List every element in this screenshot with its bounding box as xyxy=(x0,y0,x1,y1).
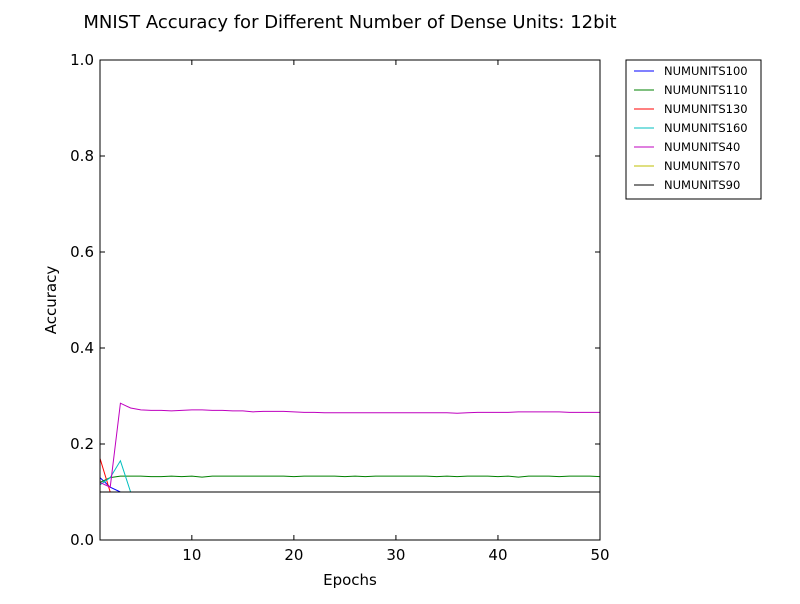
series-line-numunits110 xyxy=(99,475,601,483)
legend: NUMUNITS100 NUMUNITS110 NUMUNITS130 NUMUNIT… xyxy=(625,59,762,200)
y-tick-label: 0.0 xyxy=(70,531,94,549)
legend-box xyxy=(625,59,762,200)
y-tick-label: 0.6 xyxy=(70,243,94,261)
legend-label-numunits70: NUMUNITS70 xyxy=(664,159,740,173)
legend-label-numunits160: NUMUNITS160 xyxy=(664,121,748,135)
chart-title: MNIST Accuracy for Different Number of D… xyxy=(83,12,616,33)
x-tick-label: 20 xyxy=(284,546,303,564)
legend-label-numunits40: NUMUNITS40 xyxy=(664,140,740,154)
series-line-numunits40 xyxy=(99,402,600,488)
x-tick-label: 10 xyxy=(182,546,201,564)
x-tick-label: 50 xyxy=(590,546,609,564)
series-lines xyxy=(99,402,601,493)
x-tick-label: 40 xyxy=(488,546,507,564)
legend-label-numunits110: NUMUNITS110 xyxy=(664,83,748,97)
legend-label-numunits130: NUMUNITS130 xyxy=(664,102,748,116)
x-axis-label: Epochs xyxy=(323,571,377,589)
series-line-numunits130 xyxy=(99,458,600,493)
series-line-numunits100 xyxy=(99,477,600,493)
x-tick-label: 30 xyxy=(386,546,405,564)
y-tick-label: 1.0 xyxy=(70,51,94,69)
axis-ticks: 10 20 30 40 50 0.0 0.2 0.4 0.6 0.8 1.0 xyxy=(70,51,609,564)
y-axis-label: Accuracy xyxy=(42,266,60,335)
y-tick-label: 0.2 xyxy=(70,435,94,453)
y-tick-label: 0.4 xyxy=(70,339,94,357)
legend-label-numunits100: NUMUNITS100 xyxy=(664,64,748,78)
plot-area-frame xyxy=(99,59,601,541)
legend-label-numunits90: NUMUNITS90 xyxy=(664,178,740,192)
y-tick-label: 0.8 xyxy=(70,147,94,165)
